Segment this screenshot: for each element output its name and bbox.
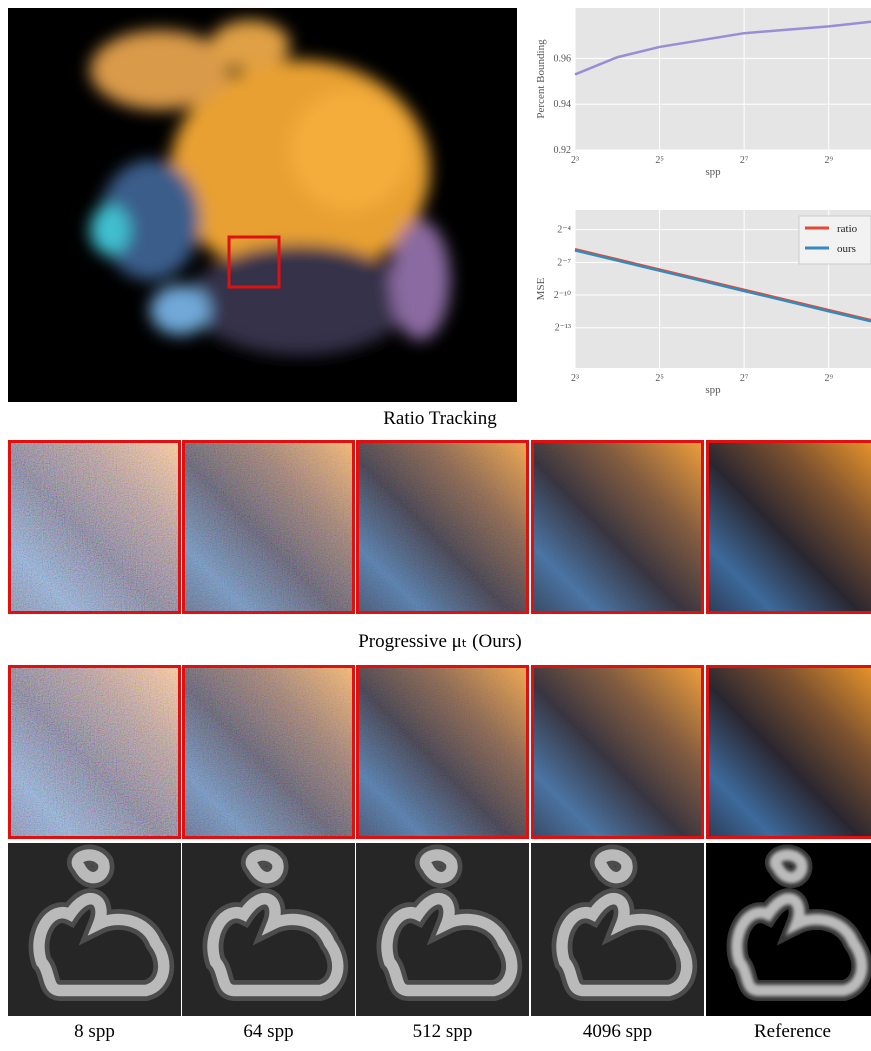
x-tick-label: 2⁹ — [824, 155, 833, 166]
crop-tile — [182, 440, 355, 614]
x-tick-label: 2⁷ — [740, 373, 749, 384]
noise — [356, 440, 529, 614]
y-tick-label: 2⁻⁷ — [557, 257, 571, 268]
legend-box — [799, 216, 871, 264]
charts: 0.92 0.94 0.96 2³ 2⁵ 2⁷ 2⁹ spp Percent Bounding 2… — [535, 8, 871, 396]
x-tick-label: 2⁹ — [824, 373, 833, 384]
x-axis-label: spp — [705, 166, 721, 178]
crop-tile — [531, 665, 704, 839]
x-tick-label: 2⁷ — [740, 155, 749, 166]
density-map — [182, 843, 355, 1016]
column-label: 512 spp — [413, 1021, 473, 1042]
row-caption: Ratio Tracking — [383, 408, 497, 429]
legend-label: ours — [837, 243, 856, 255]
image-grid: 8 spp 64 spp 512 spp 4096 spp Reference — [8, 440, 871, 1042]
column-label: 4096 spp — [583, 1021, 652, 1042]
y-axis-label: MSE — [535, 277, 547, 300]
noise — [182, 440, 355, 614]
noise — [531, 440, 704, 614]
column-label: 64 spp — [243, 1021, 293, 1042]
row-caption: Progressive μₜ (Ours) — [358, 631, 522, 652]
crop-tile — [8, 665, 181, 839]
noise — [531, 665, 704, 839]
column-label: Reference — [754, 1021, 831, 1042]
crop-tile — [8, 440, 181, 614]
noise — [356, 665, 529, 839]
density-map — [8, 843, 181, 1016]
y-tick-label: 2⁻⁴ — [557, 225, 571, 236]
y-tick-label: 0.94 — [554, 99, 572, 110]
y-axis-label: Percent Bounding — [535, 39, 547, 119]
crop-tile — [706, 440, 871, 614]
crop-tile — [706, 665, 871, 839]
crop-image — [706, 440, 871, 614]
crop-image — [706, 665, 871, 839]
y-tick-label: 2⁻¹³ — [555, 323, 571, 334]
x-tick-label: 2³ — [571, 373, 579, 384]
x-axis-label: spp — [705, 384, 721, 396]
column-label: 8 spp — [74, 1021, 115, 1042]
y-tick-label: 2⁻¹⁰ — [554, 290, 571, 301]
density-map — [706, 843, 871, 1016]
crop-tile — [356, 665, 529, 839]
noise — [182, 665, 355, 839]
y-tick-label: 0.96 — [554, 53, 572, 64]
crop-tile — [356, 440, 529, 614]
plot-area — [575, 8, 871, 150]
density-map — [356, 843, 529, 1016]
density-map — [531, 843, 704, 1016]
noise — [8, 665, 181, 839]
figure: Ratio Tracking Progressive μₜ (Ours) 8 s… — [0, 0, 871, 1046]
x-tick-label: 2⁵ — [655, 373, 664, 384]
hero-render — [8, 8, 517, 402]
noise — [8, 440, 181, 614]
legend-label: ratio — [837, 223, 858, 235]
x-tick-label: 2⁵ — [655, 155, 664, 166]
crop-tile — [182, 665, 355, 839]
crop-tile — [531, 440, 704, 614]
x-tick-label: 2³ — [571, 155, 579, 166]
y-tick-label: 0.92 — [554, 145, 572, 156]
